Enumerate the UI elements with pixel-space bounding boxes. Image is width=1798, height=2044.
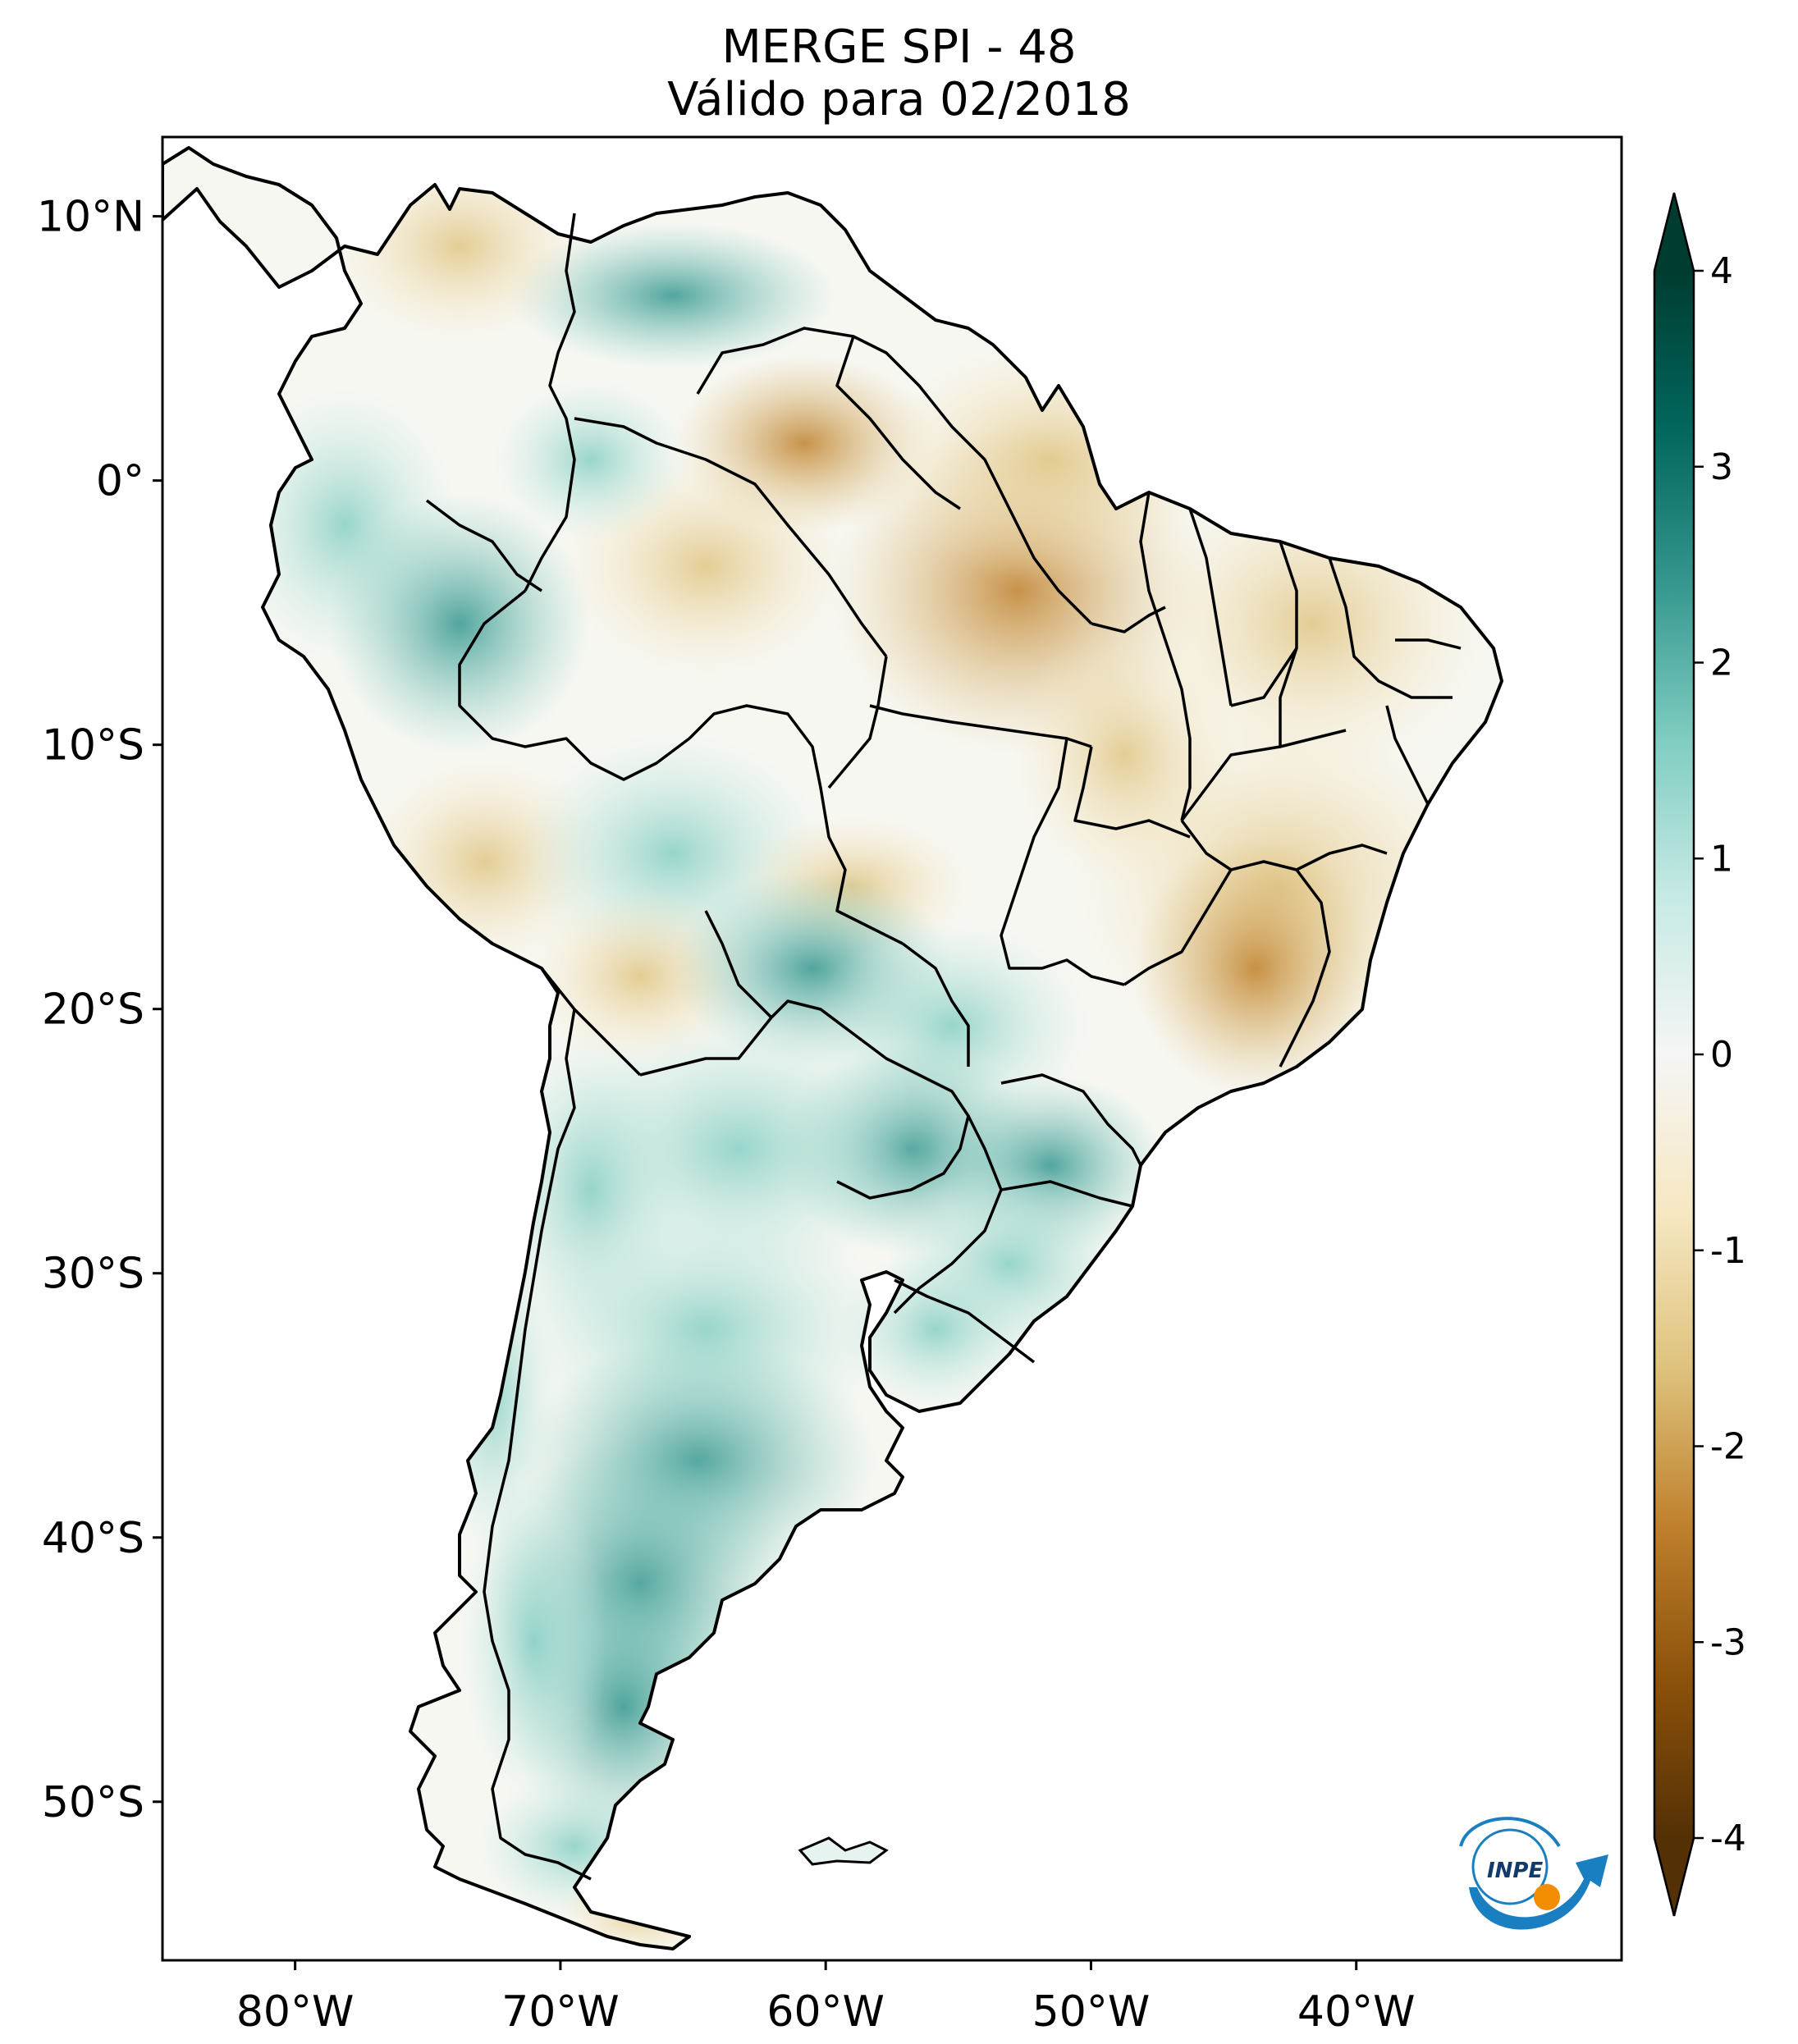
axis-ticks: 10°N 0° 10°S 20°S 30°S 40°S 50°S 80°W 70°W 60°W 50… bbox=[37, 193, 1416, 2037]
lat-tick-label: 40°S bbox=[42, 1514, 144, 1563]
border-line bbox=[1180, 729, 1347, 822]
border-line bbox=[1395, 638, 1462, 650]
border-line bbox=[1123, 869, 1233, 986]
inpe-logo: INPE bbox=[1459, 1817, 1608, 1930]
colorbar-tick-label: 1 bbox=[1710, 838, 1733, 880]
border-line bbox=[696, 327, 921, 395]
lat-tick-label: 10°S bbox=[42, 721, 144, 771]
lat-tick-label: 0° bbox=[96, 457, 144, 506]
border-line bbox=[458, 589, 691, 781]
border-line bbox=[894, 1278, 1036, 1364]
falkland-islands bbox=[798, 1836, 889, 1866]
border-line bbox=[901, 942, 970, 1067]
map-frame bbox=[161, 135, 1623, 1962]
border-line bbox=[1139, 492, 1192, 821]
colorbar-tick-label: 0 bbox=[1710, 1034, 1733, 1076]
colorbar-tick-label: -4 bbox=[1710, 1818, 1746, 1859]
colorbar-max-extension bbox=[1654, 193, 1694, 271]
border-line bbox=[869, 704, 1092, 748]
colorbar-tick-label: -1 bbox=[1710, 1230, 1746, 1272]
lon-tick-label: 50°W bbox=[1032, 1987, 1151, 2037]
border-line bbox=[540, 967, 642, 1077]
border-line bbox=[1385, 705, 1430, 805]
border-line bbox=[639, 999, 970, 1200]
lat-tick-label: 50°S bbox=[42, 1778, 144, 1827]
border-line bbox=[425, 499, 542, 592]
border-line bbox=[917, 384, 1093, 625]
colorbar: 4 3 2 1 0 -1 -2 -3 -4 bbox=[1653, 192, 1746, 1917]
spi-field bbox=[230, 148, 1494, 1949]
border-line bbox=[574, 417, 888, 658]
coastline bbox=[162, 146, 1503, 1950]
border-line bbox=[524, 213, 576, 592]
border-line bbox=[1296, 844, 1388, 871]
lat-tick-label: 10°N bbox=[37, 193, 144, 242]
border-line bbox=[835, 336, 961, 510]
colorbar-tick-label: 3 bbox=[1710, 446, 1733, 488]
colorbar-body bbox=[1654, 271, 1694, 1838]
border-line bbox=[1000, 1073, 1142, 1166]
colorbar-tick-label: -2 bbox=[1710, 1426, 1746, 1468]
border-line bbox=[1230, 647, 1298, 707]
border-line bbox=[688, 704, 904, 945]
border-line bbox=[1000, 1180, 1133, 1208]
lon-tick-label: 60°W bbox=[766, 1987, 885, 2037]
colorbar-tick-label: 2 bbox=[1710, 642, 1733, 684]
map-title: MERGE SPI - 48 bbox=[721, 21, 1077, 74]
border-line bbox=[1180, 819, 1331, 1068]
border-line bbox=[483, 1008, 592, 1881]
border-line bbox=[1188, 508, 1233, 706]
lon-tick-label: 80°W bbox=[236, 1987, 355, 2037]
border-line bbox=[1000, 738, 1125, 986]
lon-tick-label: 40°W bbox=[1297, 1987, 1416, 2037]
border-line bbox=[827, 656, 888, 789]
political-borders bbox=[425, 213, 1462, 1881]
border-line bbox=[1073, 746, 1191, 839]
border-line bbox=[1328, 557, 1453, 699]
border-line bbox=[893, 1115, 1003, 1315]
svg-text:INPE: INPE bbox=[1487, 1859, 1543, 1883]
colorbar-tick-label: 4 bbox=[1710, 250, 1733, 292]
colorbar-min-extension bbox=[1654, 1838, 1694, 1916]
map-subtitle: Válido para 02/2018 bbox=[667, 73, 1131, 126]
lat-tick-label: 30°S bbox=[42, 1250, 144, 1299]
border-line bbox=[704, 910, 773, 1019]
lon-tick-label: 70°W bbox=[501, 1987, 620, 2037]
lat-tick-label: 20°S bbox=[42, 985, 144, 1035]
colorbar-tick-label: -3 bbox=[1710, 1621, 1746, 1663]
